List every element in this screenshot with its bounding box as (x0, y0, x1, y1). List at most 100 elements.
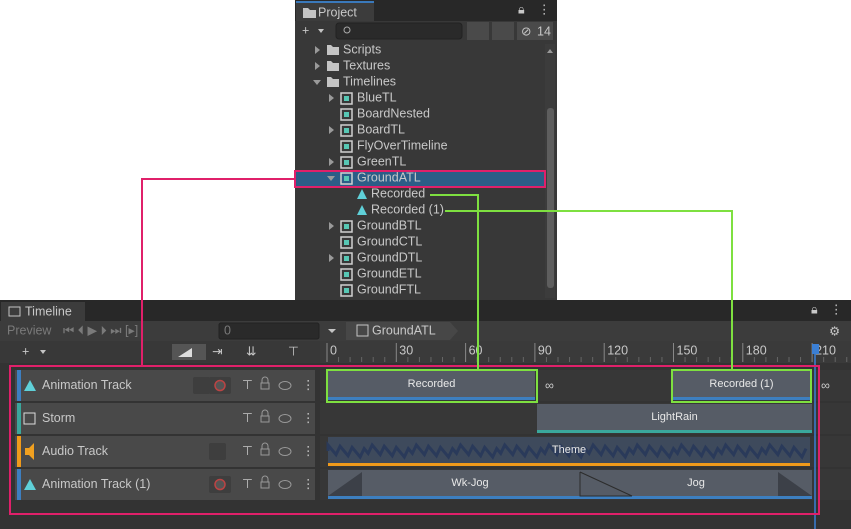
curves-button[interactable] (209, 443, 226, 460)
folder-icon (327, 61, 339, 71)
tree-item[interactable]: GroundFTL (340, 282, 421, 297)
transport-buttons[interactable]: ⏮ ⏴ ▶ ⏵ ⏭ [▸] (63, 323, 138, 337)
expand-arrow[interactable] (329, 94, 334, 102)
tree-item[interactable]: FlyOverTimeline (340, 138, 448, 153)
frame-field[interactable] (218, 322, 320, 340)
eye-icon[interactable] (278, 414, 292, 423)
ruler-label: 30 (399, 343, 413, 357)
eye-icon[interactable] (278, 480, 292, 489)
track[interactable]: Storm ⊤ ⋮ LightRain (15, 403, 851, 434)
tree-item[interactable]: GroundBTL (329, 218, 422, 233)
tree-item[interactable]: GroundCTL (340, 234, 422, 249)
clip[interactable] (537, 404, 812, 433)
pin-icon[interactable]: ⊤ (242, 477, 253, 491)
eye-icon[interactable] (278, 381, 292, 390)
clip[interactable] (673, 371, 810, 400)
track-menu[interactable]: ⋮ (302, 444, 315, 458)
tree-item[interactable]: Recorded (357, 186, 425, 200)
playhead-handle[interactable] (812, 344, 819, 354)
timeline-icon (340, 124, 353, 137)
track-menu[interactable]: ⋮ (302, 477, 315, 491)
eye-icon[interactable] (278, 447, 292, 456)
record-icon (214, 478, 226, 491)
add-track-button[interactable]: + (22, 344, 29, 358)
tree-label: GroundFTL (357, 282, 421, 296)
hidden-packages-button[interactable] (517, 22, 553, 40)
tree-item[interactable]: Scripts (315, 42, 381, 56)
timeline-icon-inner (344, 288, 349, 293)
breadcrumb[interactable]: GroundATL (372, 323, 436, 337)
lock-icon[interactable]: 🔒︎ (518, 2, 525, 16)
tree-item[interactable]: GroundETL (340, 266, 422, 281)
scrollbar-thumb[interactable] (547, 108, 554, 288)
lock-icon[interactable]: 🔒︎ (811, 302, 818, 316)
expand-arrow[interactable] (329, 158, 334, 166)
timeline-icon-inner (344, 272, 349, 277)
lock-icon[interactable] (260, 376, 270, 390)
track[interactable]: Audio Track ⊤ ⋮ Theme (15, 436, 851, 467)
clip[interactable] (580, 470, 812, 499)
pin-icon[interactable]: ⊤ (242, 411, 253, 425)
expand-arrow[interactable] (329, 254, 334, 262)
tree-item[interactable]: Recorded (1) (357, 202, 444, 216)
filter-label-button[interactable] (492, 22, 514, 40)
tree-item[interactable]: BlueTL (329, 90, 397, 105)
replace-button[interactable]: ⇊ (246, 344, 256, 358)
collapse-arrow[interactable] (313, 80, 321, 85)
pin-button[interactable]: ⊤ (288, 344, 299, 358)
menu-icon[interactable]: ⋮ (830, 302, 843, 316)
ease-in (328, 472, 362, 496)
breadcrumb-bg[interactable] (346, 322, 458, 340)
lock-icon[interactable] (260, 409, 270, 423)
preview-button[interactable]: Preview (7, 323, 52, 337)
add-dropdown (40, 350, 46, 354)
track[interactable]: Animation Track ⊤ ⋮ Recorded Recorded (1) ∞ ∞ (15, 370, 851, 401)
tree-item[interactable]: Timelines (313, 74, 396, 88)
tree-item[interactable]: GreenTL (329, 154, 406, 169)
clip-underline (328, 397, 535, 400)
pin-icon[interactable]: ⊤ (242, 378, 253, 392)
tree-item[interactable]: GroundDTL (329, 250, 422, 265)
project-tree: Scripts Textures Timelines BlueTL BoardNeste… (296, 42, 544, 297)
settings-button[interactable]: ⚙ (829, 324, 840, 338)
expand-arrow[interactable] (315, 46, 320, 54)
tree-item[interactable]: BoardTL (329, 122, 405, 137)
expand-arrow[interactable] (329, 222, 334, 230)
expand-arrow[interactable] (315, 62, 320, 70)
collapse-arrow[interactable] (327, 176, 335, 181)
ruler-label: 120 (607, 343, 628, 357)
scroll-up[interactable] (547, 49, 553, 53)
curves-button[interactable] (193, 377, 210, 394)
ease-out (778, 472, 812, 496)
timeline-tab[interactable] (1, 302, 85, 321)
tree-item[interactable]: Textures (315, 58, 390, 72)
tree-item[interactable]: GroundATL (296, 170, 544, 186)
tree-label: BlueTL (357, 90, 397, 104)
expand-arrow[interactable] (329, 126, 334, 134)
clip[interactable] (328, 371, 535, 400)
search-count: 14 (537, 24, 551, 38)
ruler-label: 90 (538, 343, 552, 357)
tracks: Animation Track ⊤ ⋮ Recorded Recorded (1) ∞ ∞ S… (15, 370, 851, 500)
track[interactable]: Animation Track (1) ⊤ ⋮ Wk-Jog Jog (15, 469, 851, 500)
menu-icon[interactable]: ⋮ (538, 2, 551, 16)
search-field[interactable] (335, 22, 463, 40)
timeline-dropdown[interactable] (328, 329, 336, 333)
filter-type-button[interactable] (467, 22, 489, 40)
ripple-button[interactable]: ⇥ (212, 344, 222, 358)
add-button[interactable]: + (302, 23, 309, 37)
tree-item[interactable]: BoardNested (340, 106, 430, 121)
lock-icon[interactable] (260, 475, 270, 489)
track-name: Animation Track (1) (42, 477, 150, 491)
tree-label: GroundETL (357, 266, 422, 280)
tree-label: BoardNested (357, 106, 430, 120)
timeline-icon-inner (344, 96, 349, 101)
lock-icon[interactable] (260, 442, 270, 456)
blend (579, 471, 633, 497)
track-menu[interactable]: ⋮ (302, 411, 315, 425)
clip-label: Recorded (1) (709, 378, 773, 390)
track-menu[interactable]: ⋮ (302, 378, 315, 392)
waveform (326, 440, 808, 460)
pin-icon[interactable]: ⊤ (242, 444, 253, 458)
track-color (17, 436, 21, 467)
